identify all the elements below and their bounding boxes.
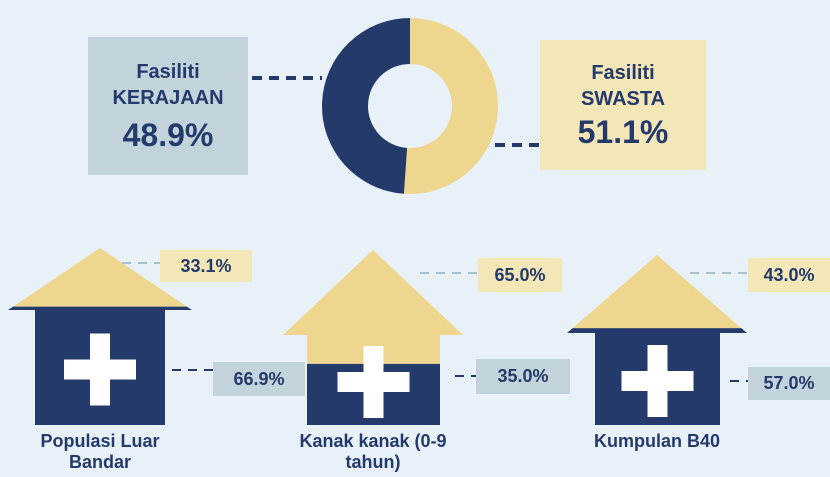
- value-label: 33.1%: [160, 250, 252, 282]
- donut-slice: [322, 18, 410, 194]
- value-label: 35.0%: [476, 359, 570, 394]
- category-label: Fasiliti SWASTA: [580, 61, 666, 110]
- category-label: Fasiliti KERAJAAN: [112, 60, 224, 109]
- gov-box: Fasiliti KERAJAAN 48.9%: [88, 37, 248, 175]
- value-label: 57.0%: [748, 367, 830, 400]
- value-label: 51.1%: [577, 113, 669, 150]
- cross-icon: [337, 346, 410, 418]
- value-label: 65.0%: [478, 258, 562, 292]
- value-label: 48.9%: [122, 116, 214, 153]
- private-box: Fasiliti SWASTA 51.1%: [540, 40, 706, 170]
- category-label: Populasi Luar Bandar: [40, 431, 160, 472]
- category-label: Kumpulan B40: [593, 431, 721, 451]
- cross-icon: [621, 345, 694, 417]
- donut-slice: [403, 18, 499, 194]
- value-label: 43.0%: [748, 258, 830, 292]
- category-label: Kanak kanak (0-9 tahun): [299, 431, 447, 472]
- house-fill: [567, 255, 747, 329]
- cross-icon: [64, 333, 136, 406]
- value-label: 66.9%: [213, 362, 305, 396]
